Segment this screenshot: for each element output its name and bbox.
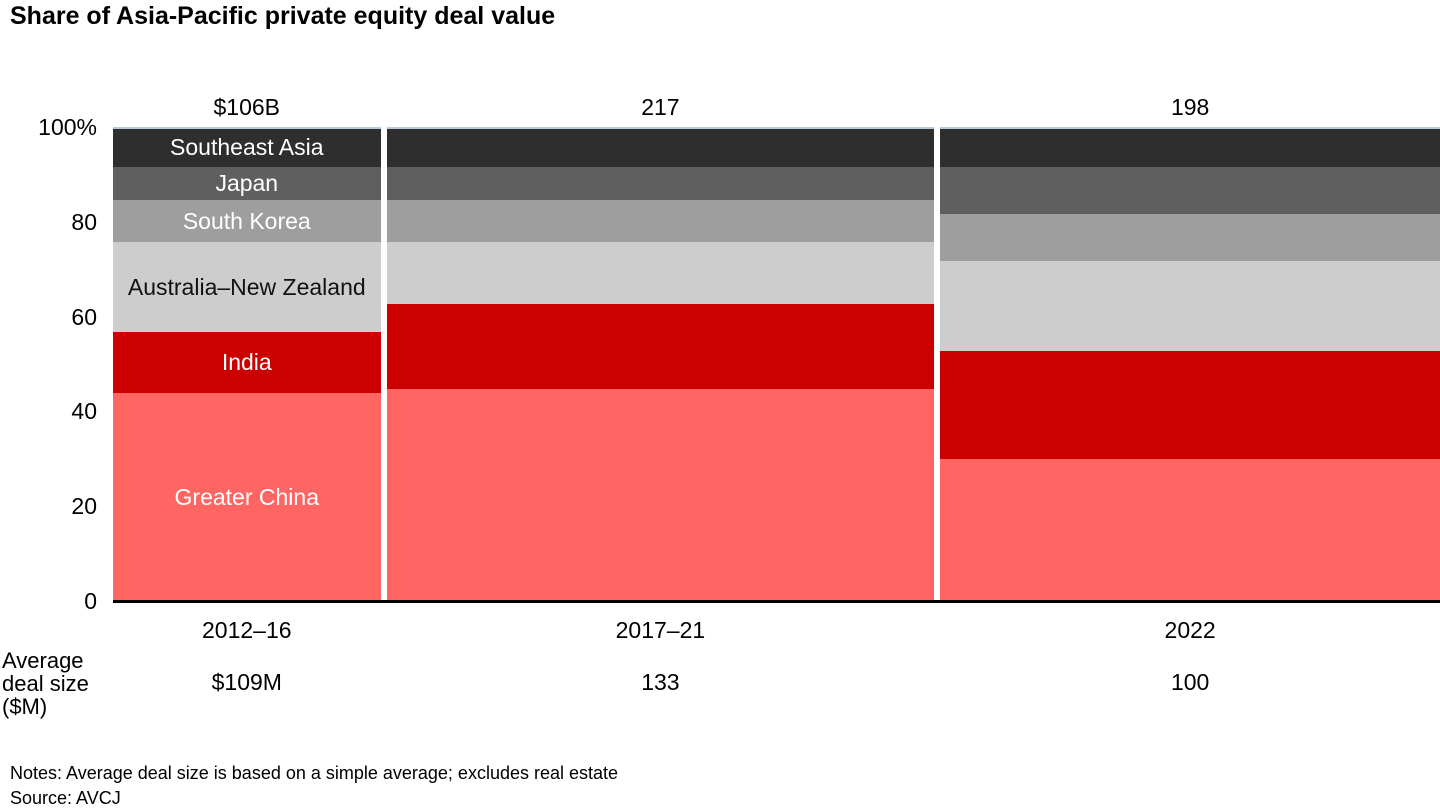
stacked-bar — [386, 127, 935, 601]
bar-segment — [940, 261, 1440, 351]
bar-segment — [386, 303, 935, 389]
segment-label: Southeast Asia — [170, 134, 324, 161]
y-tick: 40 — [71, 398, 97, 424]
avg-label-line: ($M) — [2, 694, 48, 719]
bar-total-label: $106B — [213, 94, 281, 120]
chart-column-2012–16: $106B Southeast Asia Japan South Korea Austr… — [113, 94, 381, 696]
x-axis-label: 2022 — [1164, 616, 1216, 643]
bar-total-label: 217 — [641, 94, 680, 120]
segment-label: Greater China — [174, 483, 319, 510]
y-axis-ticks: 100% 80 60 40 20 0 — [0, 114, 97, 614]
notes-line: Notes: Average deal size is based on a s… — [10, 763, 619, 783]
stacked-bar — [940, 127, 1440, 601]
bar-segment — [386, 199, 935, 243]
segment-label: Japan — [215, 169, 279, 196]
avg-label-line: deal size — [2, 671, 89, 696]
bar-segment: Australia–New Zealand — [113, 242, 381, 332]
bar-total-label: 198 — [1170, 94, 1210, 120]
segment-label: South Korea — [182, 207, 311, 234]
segment-label: India — [221, 349, 272, 376]
bar-segment: South Korea — [113, 199, 381, 243]
bar-segment — [940, 459, 1440, 601]
bar-segment — [386, 129, 935, 167]
avg-label-line: Average — [2, 648, 84, 673]
bar-segment: Greater China — [113, 393, 381, 601]
notes-block: Notes: Average deal size is based on a s… — [10, 761, 618, 810]
y-tick: 60 — [71, 304, 97, 330]
y-tick: 0 — [84, 588, 97, 614]
source-line: Source: AVCJ — [10, 788, 121, 808]
bar-segment — [940, 129, 1440, 167]
bar-segment — [940, 350, 1440, 460]
bar-segment — [386, 242, 935, 304]
chart-column-2017–21: 217 2017–21 133 — [386, 94, 935, 696]
bar-segment — [940, 213, 1440, 262]
y-tick: 20 — [71, 493, 97, 519]
bar-segment: Japan — [113, 166, 381, 200]
avg-deal-size-value: 100 — [1170, 668, 1210, 695]
chart-title: Share of Asia-Pacific private equity dea… — [10, 2, 556, 30]
avg-deal-size-value: $109M — [211, 668, 282, 695]
bar-segment — [940, 166, 1440, 214]
bar-segment — [386, 388, 935, 601]
segment-label: Australia–New Zealand — [127, 273, 366, 300]
y-tick: 100% — [38, 114, 97, 140]
y-tick: 80 — [71, 209, 97, 235]
x-axis-label: 2012–16 — [202, 616, 292, 643]
chart-columns: $106B Southeast Asia Japan South Korea Austr… — [113, 94, 1440, 696]
stacked-bar: Southeast Asia Japan South Korea Australia–… — [113, 127, 381, 601]
x-axis-label: 2017–21 — [615, 616, 706, 643]
avg-deal-size-axis-label: Average deal size ($M) — [2, 649, 89, 718]
bar-segment: India — [113, 331, 381, 394]
avg-deal-size-value: 133 — [641, 668, 680, 695]
x-axis-line — [113, 600, 1440, 603]
chart-column-2022: 198 2022 100 — [940, 94, 1440, 696]
bar-segment — [386, 166, 935, 200]
bar-segment: Southeast Asia — [113, 129, 381, 167]
